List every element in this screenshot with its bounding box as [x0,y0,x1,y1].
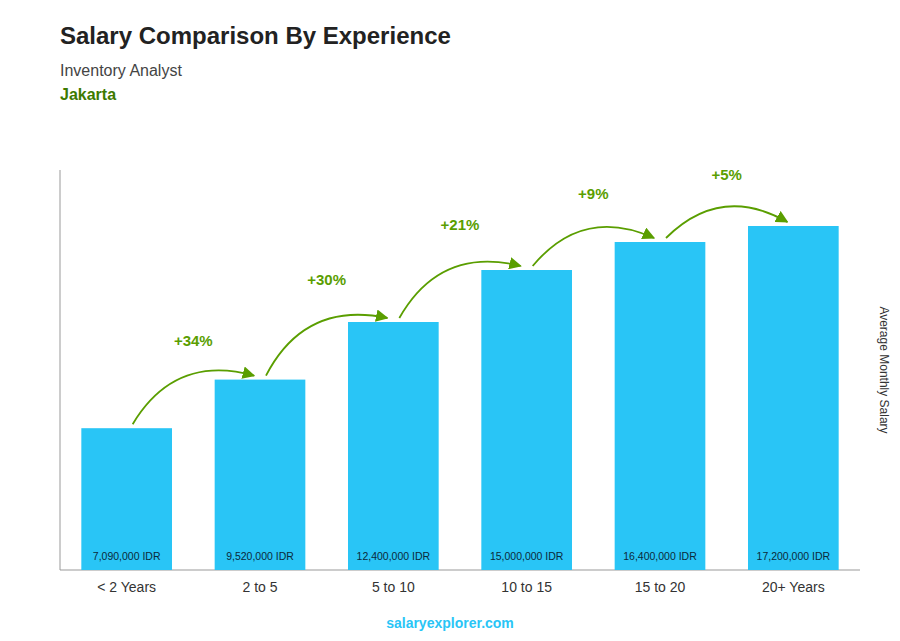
subtitle: Inventory Analyst [60,62,182,79]
bar [348,322,439,570]
bars [81,226,838,570]
x-tick-label: 2 to 5 [242,579,277,595]
title: Salary Comparison By Experience [60,22,451,49]
bar [481,270,572,570]
subtitle: Jakarta [60,86,116,103]
x-tick-label: 15 to 20 [635,579,686,595]
bar [615,242,706,570]
chart-container: Salary Comparison By Experience Inventory… [0,0,900,641]
growth-arrow [133,370,254,424]
x-tick-label: < 2 Years [97,579,156,595]
growth-arrow [666,206,787,238]
data-label: 16,400,000 IDR [623,550,697,562]
annotation: +21% [441,216,480,233]
y-axis-line [60,170,61,570]
growth-arrow [266,315,387,376]
annotation: +34% [174,332,213,349]
annotation: +5% [711,166,741,183]
data-label: 17,200,000 IDR [757,550,831,562]
annotation: +30% [307,271,346,288]
data-label: 7,090,000 IDR [93,550,161,562]
bar [748,226,839,570]
data-label: 9,520,000 IDR [226,550,294,562]
x-tick-label: 5 to 10 [372,579,415,595]
x-tick-label: 10 to 15 [501,579,552,595]
growth-arrow [533,227,654,266]
note: salaryexplorer.com [386,615,514,631]
chart: Salary Comparison By Experience Inventory… [0,0,900,641]
growth-arrow [399,262,520,318]
bar [81,428,172,570]
y-axis-label: Average Monthly Salary [877,306,891,433]
bar [215,380,306,570]
x-tick-label: 20+ Years [762,579,825,595]
annotation: +9% [578,185,608,202]
data-label: 15,000,000 IDR [490,550,564,562]
data-label: 12,400,000 IDR [357,550,431,562]
x-axis-line [60,570,860,571]
